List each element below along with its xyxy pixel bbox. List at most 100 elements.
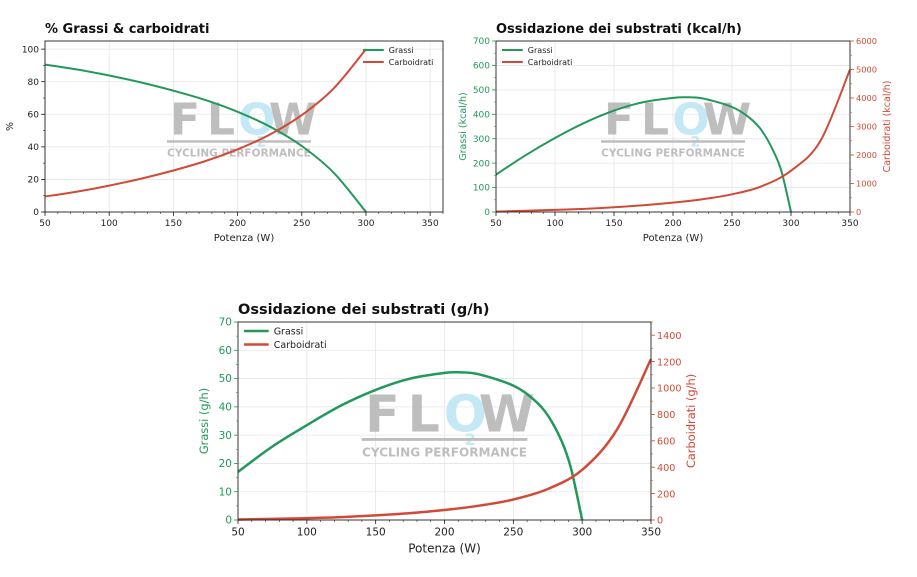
y2-tick-label: 1200 <box>657 357 682 368</box>
y-tick-label: 60 <box>219 345 232 357</box>
y2-tick-label: 600 <box>657 436 675 447</box>
legend-label: Carboidrati <box>389 58 434 67</box>
y-tick-label: 0 <box>484 208 490 218</box>
chart-2: FLOW2CYCLING PERFORMANCE 50 100 150 200 250 30… <box>458 22 893 244</box>
watermark-logo: FLOW2CYCLING PERFORMANCE <box>361 384 535 460</box>
chart-title: Ossidazione dei substrati (g/h) <box>238 302 490 318</box>
watermark-tagline: CYCLING PERFORMANCE <box>362 446 527 460</box>
watermark-logo: FLOW2CYCLING PERFORMANCE <box>167 95 317 160</box>
y-tick-label: 500 <box>473 86 490 96</box>
y2-tick-label: 2000 <box>856 150 877 160</box>
chart-3: FLOW2CYCLING PERFORMANCE5010015020025030… <box>197 302 698 556</box>
y-tick-label: 600 <box>473 62 490 72</box>
legend-label: Grassi <box>389 46 414 55</box>
x-tick-label: 200 <box>229 219 246 229</box>
y-tick-label: 70 <box>219 317 232 329</box>
series-line-carboidrati <box>44 48 367 198</box>
y-tick-label: 80 <box>28 78 40 88</box>
watermark-logo: FLOW2CYCLING PERFORMANCE <box>601 95 751 160</box>
y-tick-label: 20 <box>219 458 232 470</box>
y-tick-label: 60 <box>28 110 40 120</box>
y-axis-label: Grassi (g/h) <box>197 388 211 454</box>
y2-axis-label: Carboidrati (kcal/h) <box>882 81 893 173</box>
y-tick-label: 0 <box>33 208 39 218</box>
y-tick-label: 10 <box>219 486 232 498</box>
watermark-tagline: CYCLING PERFORMANCE <box>167 148 311 160</box>
y-tick-label: 20 <box>28 176 40 186</box>
x-tick-label: 350 <box>841 219 858 229</box>
watermark-letter: O <box>672 95 709 146</box>
x-tick-label: 300 <box>357 219 374 229</box>
series-line-grassi <box>495 96 792 213</box>
x-tick-label: 100 <box>101 219 118 229</box>
watermark-letter: F <box>170 95 200 146</box>
x-tick-label: 250 <box>293 219 310 229</box>
y2-axis-label: Carboidrati (g/h) <box>684 374 698 468</box>
y-axis-label: % <box>5 122 16 131</box>
legend-label: Grassi <box>528 46 553 55</box>
plot-frame <box>44 40 444 213</box>
x-tick-label: 250 <box>503 527 523 539</box>
legend-label: Carboidrati <box>528 58 573 67</box>
y-tick-label: 0 <box>225 515 232 527</box>
y2-tick-label: 6000 <box>856 36 877 46</box>
watermark-letter: L <box>408 384 440 443</box>
x-tick-label: 50 <box>231 527 244 539</box>
y2-tick-label: 5000 <box>856 65 877 75</box>
x-tick-label: 250 <box>723 219 740 229</box>
x-tick-label: 350 <box>641 527 661 539</box>
y-tick-label: 200 <box>473 159 490 169</box>
x-axis-label: Potenza (W) <box>214 233 275 244</box>
legend: Grassi Carboidrati <box>502 46 572 67</box>
x-tick-label: 200 <box>434 527 454 539</box>
y-tick-label: 50 <box>219 373 232 385</box>
y-tick-label: 40 <box>219 402 232 414</box>
y2-tick-label: 1000 <box>657 384 682 395</box>
y2-tick-label: 1000 <box>856 179 877 189</box>
watermark-letter: O <box>444 384 487 443</box>
x-tick-label: 300 <box>572 527 592 539</box>
x-tick-label: 150 <box>605 219 622 229</box>
series-line-carboidrati <box>495 69 851 213</box>
series-line-grassi <box>237 370 584 521</box>
x-tick-label: 50 <box>490 219 502 229</box>
chart-title: Ossidazione dei substrati (kcal/h) <box>496 22 742 37</box>
legend-label: Carboidrati <box>274 340 327 351</box>
series-line-grassi <box>44 63 367 213</box>
y2-tick-label: 400 <box>657 463 675 474</box>
legend-label: Grassi <box>274 326 304 337</box>
legend: Grassi Carboidrati <box>363 46 433 67</box>
x-tick-label: 150 <box>366 527 386 539</box>
y-axis-label: Grassi (kcal/h) <box>458 92 469 160</box>
y2-tick-label: 0 <box>657 516 663 527</box>
watermark-letter: W <box>703 95 752 146</box>
y-tick-label: 700 <box>473 37 490 47</box>
watermark-tagline: CYCLING PERFORMANCE <box>601 148 745 160</box>
y2-tick-label: 800 <box>657 410 675 421</box>
watermark-letter: L <box>641 95 669 146</box>
legend: Grassi Carboidrati <box>244 326 327 351</box>
y-tick-label: 100 <box>22 45 39 55</box>
y2-tick-label: 3000 <box>856 122 877 132</box>
x-tick-label: 300 <box>782 219 799 229</box>
watermark-letter: F <box>604 95 634 146</box>
watermark-letter: F <box>365 384 400 443</box>
series-line-carboidrati <box>237 358 653 521</box>
x-tick-label: 100 <box>297 527 317 539</box>
x-tick-label: 350 <box>422 219 439 229</box>
y-tick-label: 400 <box>473 110 490 120</box>
chart-title: % Grassi & carboidrati <box>45 22 209 37</box>
x-tick-label: 200 <box>664 219 681 229</box>
y-tick-label: 30 <box>219 430 232 442</box>
y2-tick-label: 0 <box>856 207 861 217</box>
chart-1: FLOW2CYCLING PERFORMANCE5010015020025030… <box>5 22 444 244</box>
y-tick-label: 40 <box>28 143 40 153</box>
x-axis-label: Potenza (W) <box>643 233 704 244</box>
y2-tick-label: 1400 <box>657 331 682 342</box>
x-tick-label: 150 <box>165 219 182 229</box>
x-tick-label: 100 <box>546 219 563 229</box>
y2-tick-label: 200 <box>657 489 675 500</box>
x-axis-label: Potenza (W) <box>408 542 481 556</box>
y-tick-label: 300 <box>473 135 490 145</box>
